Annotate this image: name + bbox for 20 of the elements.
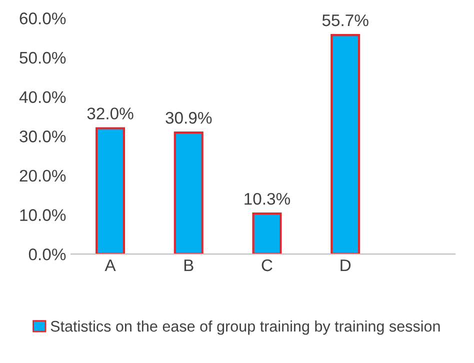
legend-label: Statistics on the ease of group training by training session [50, 320, 440, 335]
y-tick-label: 60.0% [20, 12, 66, 24]
data-label: 55.7% [322, 14, 368, 26]
bar [174, 132, 204, 254]
data-label: 32.0% [87, 108, 134, 120]
x-tick-label: C [262, 259, 272, 272]
y-tick-label: 30.0% [20, 130, 66, 142]
bar [330, 34, 360, 254]
y-tick-label: 0.0% [28, 248, 66, 260]
y-tick-label: 40.0% [19, 91, 66, 104]
x-tick-label: D [340, 260, 351, 272]
data-label: 10.3% [244, 192, 290, 205]
y-tick-label: 20.0% [20, 170, 66, 182]
bar [96, 127, 126, 254]
y-tick-label: 50.0% [20, 52, 66, 64]
y-tick-label: 10.0% [20, 209, 66, 221]
x-tick-label: A [104, 260, 116, 272]
x-tick-label: B [184, 260, 194, 272]
bar [252, 212, 282, 254]
data-label: 30.9% [166, 112, 212, 124]
